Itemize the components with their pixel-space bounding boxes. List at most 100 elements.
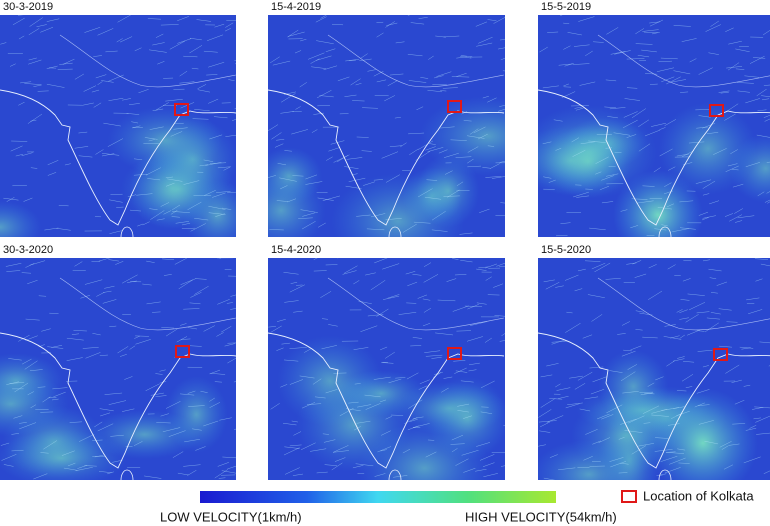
wind-streak xyxy=(476,268,487,271)
wind-streak xyxy=(221,326,232,333)
wind-streak xyxy=(360,325,378,332)
wind-streak xyxy=(666,203,675,208)
wind-streak xyxy=(493,283,504,288)
wind-streak xyxy=(280,111,294,114)
wind-streak xyxy=(593,41,604,43)
wind-streak xyxy=(178,279,194,290)
wind-streak xyxy=(6,197,15,202)
wind-streak xyxy=(732,423,746,425)
wind-streak xyxy=(638,443,655,447)
map-content xyxy=(0,258,236,480)
wind-streak xyxy=(501,333,505,337)
wind-streak xyxy=(121,408,135,412)
wind-streak xyxy=(179,70,188,77)
wind-streak xyxy=(152,42,165,46)
wind-streak xyxy=(122,274,138,284)
wind-streak xyxy=(689,141,705,144)
wind-streak xyxy=(573,191,589,198)
wind-streak xyxy=(601,414,614,420)
wind-streak xyxy=(618,436,625,440)
wind-streak xyxy=(588,140,606,143)
wind-streak xyxy=(766,191,770,194)
wind-streak xyxy=(595,156,609,164)
wind-streak xyxy=(630,225,639,229)
wind-streak xyxy=(710,20,719,27)
wind-streak xyxy=(46,65,58,69)
wind-streak xyxy=(187,470,197,476)
wind-streak xyxy=(40,452,49,454)
wind-streak xyxy=(152,311,161,313)
wind-streak xyxy=(658,60,672,62)
kolkata-marker xyxy=(174,103,189,116)
wind-streak xyxy=(499,266,505,268)
wind-streak xyxy=(664,182,672,187)
wind-streak xyxy=(666,360,675,367)
wind-streak xyxy=(623,111,638,118)
wind-streak xyxy=(109,230,122,234)
wind-zone xyxy=(613,170,703,237)
wind-streak xyxy=(319,95,334,98)
wind-streak xyxy=(74,146,89,149)
wind-streak xyxy=(680,91,689,93)
wind-streak xyxy=(754,258,769,260)
wind-streak xyxy=(622,119,638,129)
wind-streak xyxy=(467,165,482,168)
wind-streak xyxy=(367,314,384,317)
wind-streak xyxy=(743,384,751,387)
wind-streak xyxy=(640,392,653,396)
wind-streak xyxy=(502,70,505,72)
wind-streak xyxy=(461,449,479,456)
wind-streak xyxy=(224,28,231,32)
wind-zone xyxy=(182,180,236,237)
wind-streak xyxy=(672,228,690,233)
wind-streak xyxy=(9,63,16,67)
wind-streak xyxy=(407,54,423,57)
wind-streak xyxy=(735,68,745,70)
wind-streak xyxy=(226,302,233,304)
wind-streak xyxy=(424,196,442,200)
wind-streak xyxy=(417,188,433,198)
wind-streak xyxy=(380,346,388,351)
wind-streak xyxy=(408,132,425,135)
wind-streak xyxy=(364,394,381,398)
wind-zone xyxy=(268,147,323,206)
wind-streak xyxy=(571,137,580,143)
wind-streak xyxy=(478,36,493,44)
wind-streak xyxy=(163,274,172,276)
wind-streak xyxy=(322,433,330,435)
wind-streak xyxy=(94,454,104,458)
wind-streak xyxy=(637,55,650,58)
wind-streak xyxy=(643,422,651,424)
wind-streak xyxy=(348,59,356,62)
wind-streak xyxy=(61,450,75,456)
wind-streak xyxy=(476,442,491,447)
wind-streak xyxy=(137,223,144,227)
wind-streak xyxy=(694,402,705,408)
wind-streak xyxy=(610,51,626,55)
wind-streak xyxy=(431,357,442,359)
wind-streak xyxy=(144,137,158,140)
wind-streak xyxy=(300,38,307,42)
wind-streak xyxy=(667,264,676,270)
wind-streak xyxy=(362,107,378,109)
wind-streak xyxy=(704,440,719,445)
wind-streak xyxy=(52,387,68,390)
wind-streak xyxy=(0,42,7,45)
wind-zone xyxy=(729,134,770,203)
wind-streak xyxy=(230,294,236,297)
wind-streak xyxy=(177,472,189,476)
wind-streak xyxy=(763,470,770,474)
panel-date: 30-3-2020 xyxy=(3,244,53,256)
wind-streak xyxy=(103,290,112,293)
wind-streak xyxy=(385,416,392,420)
wind-streak xyxy=(656,67,675,72)
wind-zone xyxy=(0,429,127,480)
wind-streak xyxy=(500,39,505,41)
wind-streak xyxy=(454,274,467,276)
wind-streak xyxy=(431,210,446,221)
wind-streak xyxy=(485,176,502,178)
sri-lanka xyxy=(658,226,672,237)
wind-streak xyxy=(315,16,327,23)
wind-streak xyxy=(487,19,497,21)
